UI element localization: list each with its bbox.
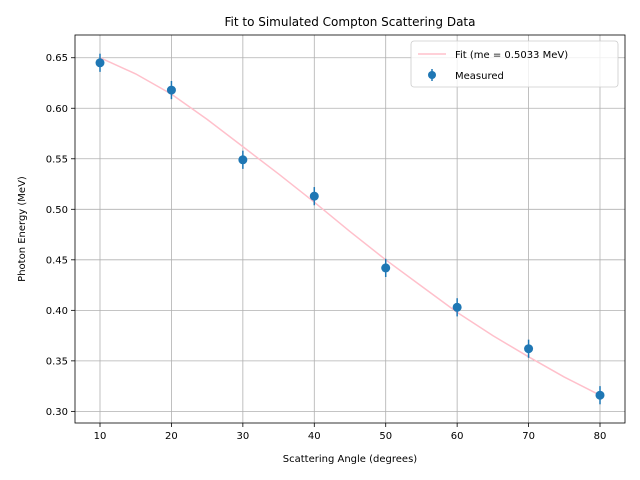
measured-point <box>381 263 391 273</box>
measured-point <box>595 390 605 400</box>
x-tick-label: 40 <box>308 431 321 442</box>
fit-line-layer <box>99 57 601 396</box>
x-axis: 10 20 30 40 50 60 70 80 <box>94 423 607 442</box>
measured-point <box>452 302 462 312</box>
measured-point <box>309 191 319 201</box>
plot-frame <box>74 34 626 424</box>
legend-measured-marker <box>428 71 436 79</box>
measured-point <box>524 344 534 354</box>
x-tick-label: 50 <box>379 431 392 442</box>
x-tick-label: 80 <box>594 431 607 442</box>
y-axis-label: Photon Energy (MeV) <box>17 176 28 282</box>
y-tick-label: 0.50 <box>46 205 68 216</box>
measured-point <box>166 85 176 95</box>
measured-points-layer <box>95 53 605 405</box>
chart-title: Fit to Simulated Compton Scattering Data <box>224 15 475 29</box>
x-tick-label: 30 <box>236 431 249 442</box>
y-tick-label: 0.65 <box>46 53 68 64</box>
measured-point <box>95 58 105 68</box>
legend-box <box>410 40 619 88</box>
x-tick-label: 20 <box>165 431 178 442</box>
y-tick-label: 0.45 <box>46 255 68 266</box>
fit-line <box>99 57 601 396</box>
legend: Fit (me = 0.5033 MeV) Measured <box>410 40 619 88</box>
x-tick-label: 10 <box>94 431 107 442</box>
legend-measured-label: Measured <box>455 71 504 82</box>
y-tick-label: 0.40 <box>46 306 68 317</box>
y-tick-label: 0.30 <box>46 407 68 418</box>
measured-point <box>238 155 248 165</box>
y-tick-label: 0.55 <box>46 154 68 165</box>
plot-area <box>75 35 625 423</box>
x-tick-label: 60 <box>451 431 464 442</box>
x-tick-label: 70 <box>522 431 535 442</box>
y-tick-label: 0.35 <box>46 356 68 367</box>
x-axis-label: Scattering Angle (degrees) <box>283 454 418 465</box>
y-axis: 0.30 0.35 0.40 0.45 0.50 0.55 0.60 0.65 <box>46 53 75 418</box>
y-tick-label: 0.60 <box>46 104 68 115</box>
legend-fit-label: Fit (me = 0.5033 MeV) <box>455 50 568 61</box>
